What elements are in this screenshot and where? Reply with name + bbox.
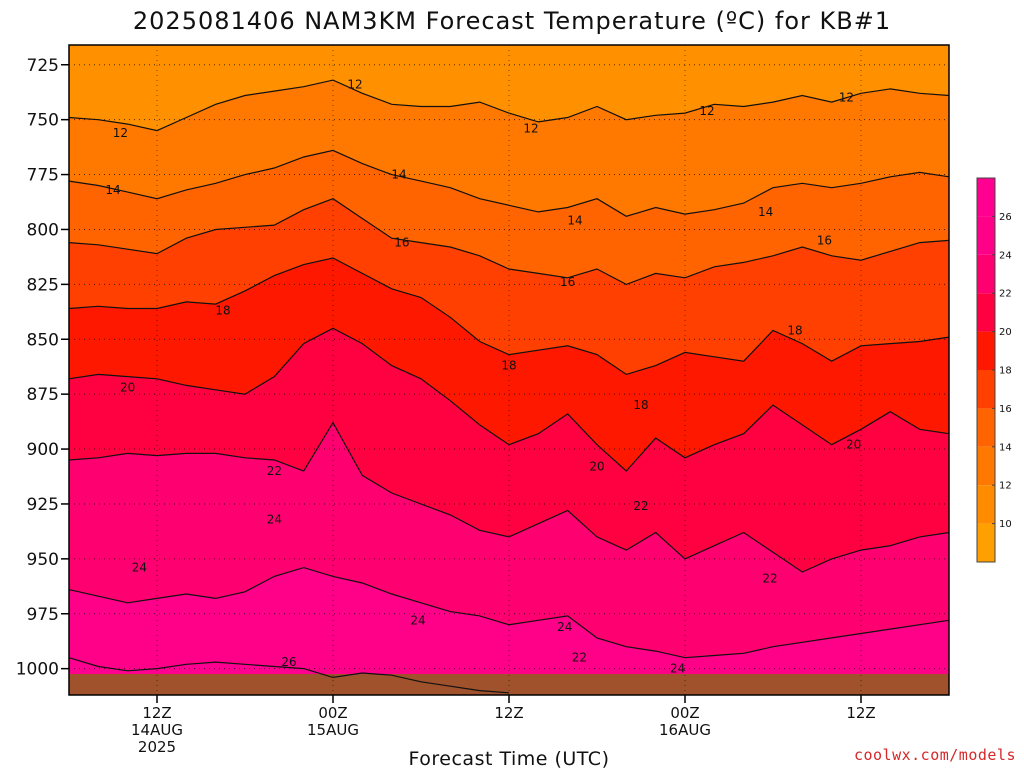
colorbar-swatch <box>977 408 995 447</box>
isotherm-label: 12 <box>699 104 714 118</box>
colorbar-tick-label: 14 <box>999 442 1012 453</box>
x-tick-label: 00Z <box>670 704 699 722</box>
y-tick-label: 850 <box>27 330 59 350</box>
colorbar-tick-label: 22 <box>999 289 1012 300</box>
isotherm-label: 16 <box>560 275 575 289</box>
y-tick-label: 925 <box>27 495 59 515</box>
x-axis-label: Forecast Time (UTC) <box>409 748 610 768</box>
isotherm-label: 14 <box>567 214 582 228</box>
y-tick-label: 800 <box>27 220 59 240</box>
y-tick-label: 875 <box>27 385 59 405</box>
isotherm-label: 24 <box>670 662 685 676</box>
isotherm-20 <box>68 327 950 472</box>
isotherm-label: 22 <box>762 572 777 586</box>
isotherm-22 <box>68 421 950 573</box>
colorbar-swatch <box>977 446 995 486</box>
colorbar-tick-label: 12 <box>999 481 1012 492</box>
isotherm-label: 14 <box>391 168 406 182</box>
isotherm-label: 20 <box>846 438 861 452</box>
colorbar-tick-label: 20 <box>999 327 1012 338</box>
colorbar-tick-label: 10 <box>999 519 1012 530</box>
isotherm-18 <box>68 257 950 376</box>
x-tick-label: 00Z <box>318 704 347 722</box>
isotherm-label: 20 <box>120 381 135 395</box>
colorbar-tick-label: 26 <box>999 212 1012 223</box>
isotherm-24 <box>68 566 950 659</box>
colorbar-tick-label: 24 <box>999 250 1012 261</box>
isotherm-label: 24 <box>557 620 572 634</box>
colorbar-swatch <box>977 178 995 217</box>
colorbar-swatch <box>977 254 995 294</box>
grid-lines <box>69 45 949 695</box>
temp-band-24 <box>69 567 949 695</box>
colorbar: 10 12 14 16 18 20 22 24 26 <box>976 177 1012 563</box>
isotherm-16 <box>68 198 950 286</box>
x-tick-label: 16AUG <box>659 721 711 739</box>
credit-text: coolwx.com/models <box>854 746 1016 764</box>
colorbar-swatch <box>977 293 995 332</box>
y-tick-label: 975 <box>27 605 59 625</box>
terrain-strip <box>69 674 949 695</box>
isotherm-label: 22 <box>572 651 587 665</box>
x-tick-label: 12Z <box>846 704 875 722</box>
isotherm-label: 12 <box>839 91 854 105</box>
y-tick-label: 725 <box>27 56 59 76</box>
isotherm-12 <box>68 79 950 132</box>
isotherm-label: 14 <box>105 183 120 197</box>
chart-title: 2025081406 NAM3KM Forecast Temperature (… <box>133 7 891 35</box>
isotherm-label: 22 <box>633 499 648 513</box>
colorbar-swatch <box>977 370 995 409</box>
isotherm-label: 18 <box>633 398 648 412</box>
colorbar-swatch <box>977 216 995 255</box>
isotherm-lines <box>68 79 950 694</box>
x-tick-label: 12Z <box>494 704 523 722</box>
y-tick-label: 825 <box>27 275 59 295</box>
isotherm-label: 12 <box>347 78 362 92</box>
y-tick-label: 775 <box>27 166 59 186</box>
isotherm-label: 12 <box>523 121 538 135</box>
plot-area: 12 12 12 12 12 14 14 14 14 16 16 16 18 18 18 18 20 20 20 22… <box>68 44 950 696</box>
colorbar-tick-label: 16 <box>999 404 1012 415</box>
isotherm-label: 14 <box>758 205 773 219</box>
x-tick-label: 15AUG <box>307 721 359 739</box>
isotherm-label: 18 <box>215 304 230 318</box>
y-tick-label: 750 <box>27 111 59 131</box>
isotherm-label: 18 <box>501 359 516 373</box>
isotherm-label: 16 <box>817 233 832 247</box>
isotherm-label: 12 <box>113 126 128 140</box>
isotherm-label: 24 <box>410 613 425 627</box>
y-tick-label: 1000 <box>16 660 59 680</box>
isotherm-label: 20 <box>589 460 604 474</box>
isotherm-label: 16 <box>394 236 409 250</box>
isotherm-labels: 12 12 12 12 12 14 14 14 14 16 16 16 18 18 18 18 20 20 20 22… <box>105 78 861 676</box>
colorbar-swatch <box>977 523 995 562</box>
y-axis: 725 750 775 800 825 850 875 900 925 950 975 1000 <box>16 56 69 680</box>
isotherm-14 <box>68 149 950 217</box>
y-tick-label: 950 <box>27 550 59 570</box>
x-tick-label: 12Z <box>142 704 171 722</box>
colorbar-tick-label: 18 <box>999 366 1012 377</box>
x-tick-label: 14AUG <box>131 721 183 739</box>
isotherm-label: 22 <box>267 464 282 478</box>
isotherm-label: 24 <box>132 561 147 575</box>
colorbar-swatch <box>977 331 995 370</box>
y-tick-label: 900 <box>27 440 59 460</box>
x-tick-label: 2025 <box>138 738 176 756</box>
isotherm-label: 26 <box>281 655 296 669</box>
isotherm-26 <box>68 657 510 694</box>
isotherm-label: 18 <box>787 323 802 337</box>
colorbar-swatch <box>977 485 995 524</box>
isotherm-label: 24 <box>267 512 282 526</box>
